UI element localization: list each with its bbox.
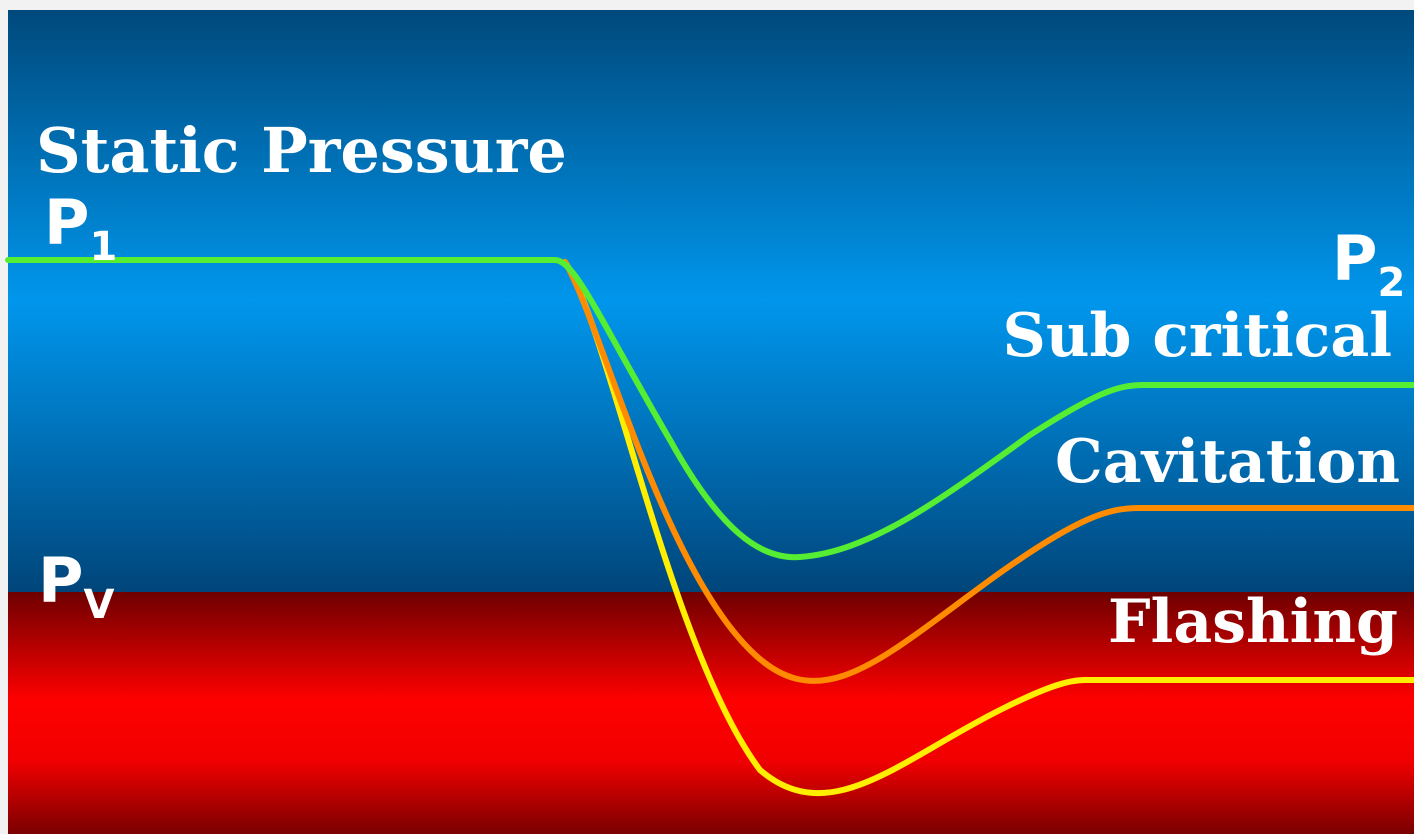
p1-main: P xyxy=(44,186,89,259)
flashing-label: Flashing xyxy=(1108,587,1398,657)
flashing-curve xyxy=(562,259,1414,797)
liquid-region xyxy=(8,10,1414,592)
sub-critical-label: Sub critical xyxy=(1003,301,1392,371)
pv-main: P xyxy=(38,544,83,617)
vapor-region xyxy=(8,592,1414,834)
p2-label: P2 xyxy=(1332,222,1405,306)
cavitation-curve xyxy=(562,259,1414,684)
p2-main: P xyxy=(1332,222,1377,295)
p2-subscript: 2 xyxy=(1377,260,1405,306)
p1-label: P1 xyxy=(44,186,117,270)
diagram-title: Static Pressure xyxy=(36,114,567,187)
pv-subscript: V xyxy=(83,582,114,628)
p1-subscript: 1 xyxy=(89,224,117,270)
sub-critical-curve xyxy=(5,257,1414,561)
cavitation-label: Cavitation xyxy=(1055,427,1400,497)
pv-label: PV xyxy=(38,544,114,628)
